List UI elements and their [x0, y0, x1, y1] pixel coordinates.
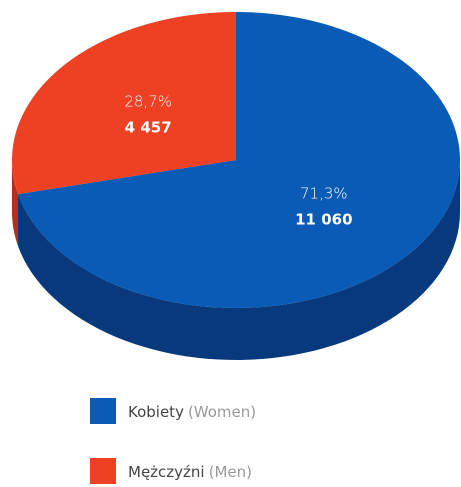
- legend-swatch: [90, 398, 116, 424]
- pie-side: [18, 160, 460, 360]
- legend-translation: (Men): [209, 463, 252, 481]
- pie-side: [12, 160, 19, 247]
- pie-slice: [12, 12, 236, 195]
- value-label: 71,3%: [300, 184, 348, 202]
- value-label: 28,7%: [124, 93, 172, 111]
- count-label: 11 060: [295, 210, 352, 228]
- pie-slice: [18, 12, 460, 308]
- legend-swatch: [90, 458, 116, 484]
- legend-label: Kobiety (Women): [128, 403, 256, 421]
- legend-name: Kobiety: [128, 403, 184, 421]
- count-label: 4 457: [125, 119, 172, 137]
- legend-label: Mężczyźni (Men): [128, 463, 252, 481]
- legend-name: Mężczyźni: [128, 463, 205, 481]
- legend-translation: (Women): [188, 403, 256, 421]
